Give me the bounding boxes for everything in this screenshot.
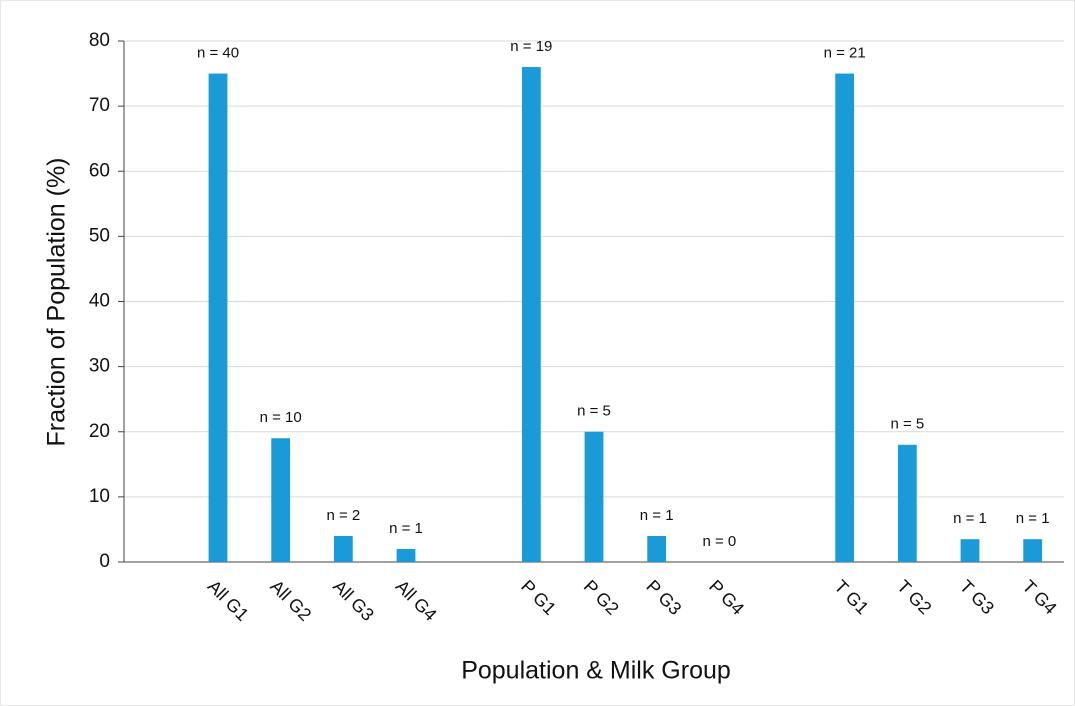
bar <box>960 539 980 562</box>
y-tick-label: 70 <box>89 95 110 116</box>
bar <box>271 438 291 562</box>
bar-annotation: n = 5 <box>577 403 611 420</box>
y-tick-label: 60 <box>89 160 110 181</box>
bar <box>521 67 541 563</box>
bar <box>1023 539 1043 562</box>
bar <box>333 535 353 562</box>
bar-annotation: n = 10 <box>260 409 302 426</box>
bar <box>208 73 228 562</box>
bar <box>897 444 917 562</box>
y-tick-label: 10 <box>89 486 110 507</box>
y-axis-title: Fraction of Population (%) <box>43 157 71 446</box>
bar <box>584 431 604 562</box>
y-tick-label: 0 <box>99 551 110 572</box>
bar-annotation: n = 1 <box>1016 510 1050 527</box>
bar <box>647 535 667 562</box>
x-axis-title: Population & Milk Group <box>461 657 731 685</box>
y-tick-label: 20 <box>89 421 110 442</box>
bar-annotation: n = 19 <box>510 38 552 55</box>
y-tick-label: 80 <box>89 30 110 51</box>
bar <box>396 548 416 562</box>
bar-annotation: n = 21 <box>824 45 866 62</box>
y-tick-label: 40 <box>89 291 110 312</box>
y-tick-label: 30 <box>89 356 110 377</box>
bar-annotation: n = 5 <box>890 416 924 433</box>
bar-annotation: n = 1 <box>640 507 674 524</box>
bar <box>835 73 855 562</box>
bar-annotation: n = 1 <box>389 520 423 537</box>
bar-annotation: n = 1 <box>953 510 987 527</box>
y-tick-label: 50 <box>89 225 110 246</box>
bar-annotation: n = 0 <box>702 533 736 550</box>
bar-annotation: n = 40 <box>197 45 239 62</box>
bar-annotation: n = 2 <box>326 507 360 524</box>
